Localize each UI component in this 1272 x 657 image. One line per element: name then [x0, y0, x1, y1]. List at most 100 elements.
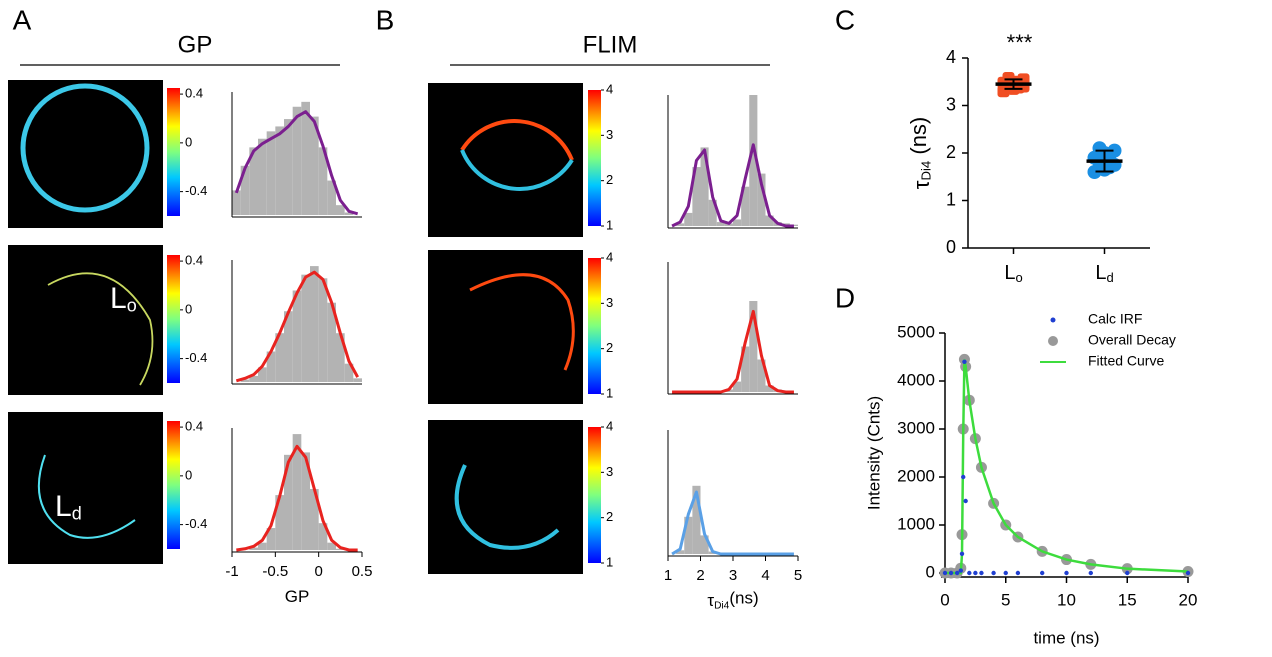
histogram-bar [749, 95, 758, 226]
subscript: Di4 [714, 600, 730, 611]
y-tick-label: 4000 [897, 370, 935, 389]
x-tick-label: 5 [794, 567, 802, 584]
label-part: τ [707, 591, 714, 610]
colorbar-tick-label: -0.4 [185, 516, 207, 531]
histogram-bar [258, 542, 267, 550]
histogram-bar [733, 381, 742, 392]
colorbar-tick-label: 3 [606, 464, 613, 479]
histogram-bar [266, 351, 276, 382]
irf-point [1088, 570, 1094, 576]
histogram-bar [318, 278, 328, 382]
y-tick-label: 1000 [897, 514, 935, 533]
y-tick-label: 2000 [897, 466, 935, 485]
subscript: d [72, 503, 82, 523]
legend-swatch [1050, 317, 1056, 323]
colorbar-tick-label: 3 [606, 127, 613, 142]
micrograph [428, 420, 583, 574]
histogram-bar [708, 199, 717, 226]
fit-curve [672, 309, 794, 394]
histogram-bar [266, 528, 276, 550]
panel-label: A [13, 4, 32, 35]
data-point [1092, 141, 1107, 156]
irf-point [1003, 570, 1008, 576]
histogram-bar [684, 212, 693, 226]
colorbar-tick-label: 4 [606, 418, 613, 433]
irf-point [1185, 570, 1191, 576]
colorbar-tick-label: 1 [606, 217, 613, 232]
irf-point [979, 570, 984, 576]
y-axis-label: τDi4 (ns) [906, 117, 934, 190]
membrane [469, 273, 575, 371]
section-title: GP [178, 31, 213, 58]
histogram-bar [310, 266, 319, 382]
x-axis-label: GP [285, 587, 310, 606]
subscript: o [127, 295, 137, 315]
x-tick-label: 5 [1001, 590, 1010, 609]
colorbar-tick-label: 0.4 [185, 253, 203, 268]
image-label: Lo [110, 282, 137, 315]
histogram-bar [336, 548, 345, 550]
histogram-bar [292, 434, 302, 550]
label-part: L [110, 282, 127, 315]
colorbar-tick-label: 0 [185, 467, 192, 482]
histogram-bar [757, 359, 766, 392]
histogram-bar [301, 274, 310, 382]
histogram-bar [684, 516, 693, 554]
histogram-bar [700, 147, 709, 226]
y-axis-label: Intensity (Cnts) [864, 396, 883, 510]
histogram-bar [327, 302, 336, 382]
histogram-bar [344, 363, 354, 382]
image-label: Ld [55, 490, 82, 523]
histogram-bar [284, 119, 293, 215]
irf-point [1040, 570, 1045, 576]
colorbar-tick-label: 2 [606, 172, 613, 187]
irf-point [991, 570, 996, 576]
fit-curve [671, 143, 794, 228]
irf-point [942, 570, 948, 576]
irf-point [967, 570, 972, 576]
y-tick-label: 0 [926, 562, 935, 581]
histogram-bar [676, 550, 685, 554]
y-tick-label: 0 [946, 237, 956, 257]
legend-label: Overall Decay [1088, 332, 1176, 348]
data-point [1002, 71, 1015, 84]
y-tick-label: 4 [946, 47, 956, 67]
legend-label: Calc IRF [1088, 311, 1142, 327]
colorbar-tick-label: 0.4 [185, 419, 203, 434]
histogram-bar [741, 346, 750, 392]
irf-point [1064, 570, 1069, 576]
x-tick-label: 0.5 [352, 563, 373, 580]
x-tick-label: Ld [1095, 262, 1113, 285]
membrane [47, 272, 154, 386]
membrane [20, 83, 150, 213]
colorbar-tick-label: 0 [185, 301, 192, 316]
irf-point [958, 568, 963, 573]
colorbar-tick-label: 1 [606, 554, 613, 569]
irf-point [961, 474, 966, 480]
histogram-bar [716, 222, 725, 226]
micrograph [428, 83, 583, 237]
histogram-bar [275, 333, 284, 382]
x-tick-label: Lo [1004, 262, 1022, 285]
y-tick-label: 5000 [897, 322, 935, 341]
colorbar [588, 427, 601, 563]
histogram-bar [757, 173, 766, 226]
colorbar-tick-label: 0 [185, 134, 192, 149]
histogram-bar [353, 378, 362, 382]
histogram-bar [258, 367, 267, 382]
histogram-bar [336, 205, 345, 215]
histogram-bar [692, 485, 701, 554]
histogram-bar [249, 147, 258, 215]
histogram-bar [249, 547, 258, 550]
significance: *** [1007, 30, 1033, 55]
histogram-bar [318, 523, 328, 550]
histogram-bar [700, 535, 709, 554]
x-tick-label: 20 [1179, 590, 1198, 609]
x-tick-label: -0.5 [262, 563, 288, 580]
histogram-bar [749, 301, 758, 392]
irf-point [1015, 570, 1021, 576]
histogram-bar [275, 126, 284, 215]
label-part: (ns) [906, 117, 931, 161]
